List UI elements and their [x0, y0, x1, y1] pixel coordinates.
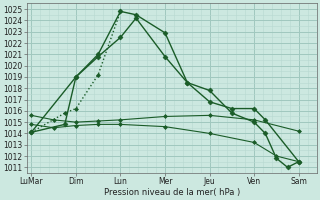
X-axis label: Pression niveau de la mer( hPa ): Pression niveau de la mer( hPa ) — [104, 188, 240, 197]
